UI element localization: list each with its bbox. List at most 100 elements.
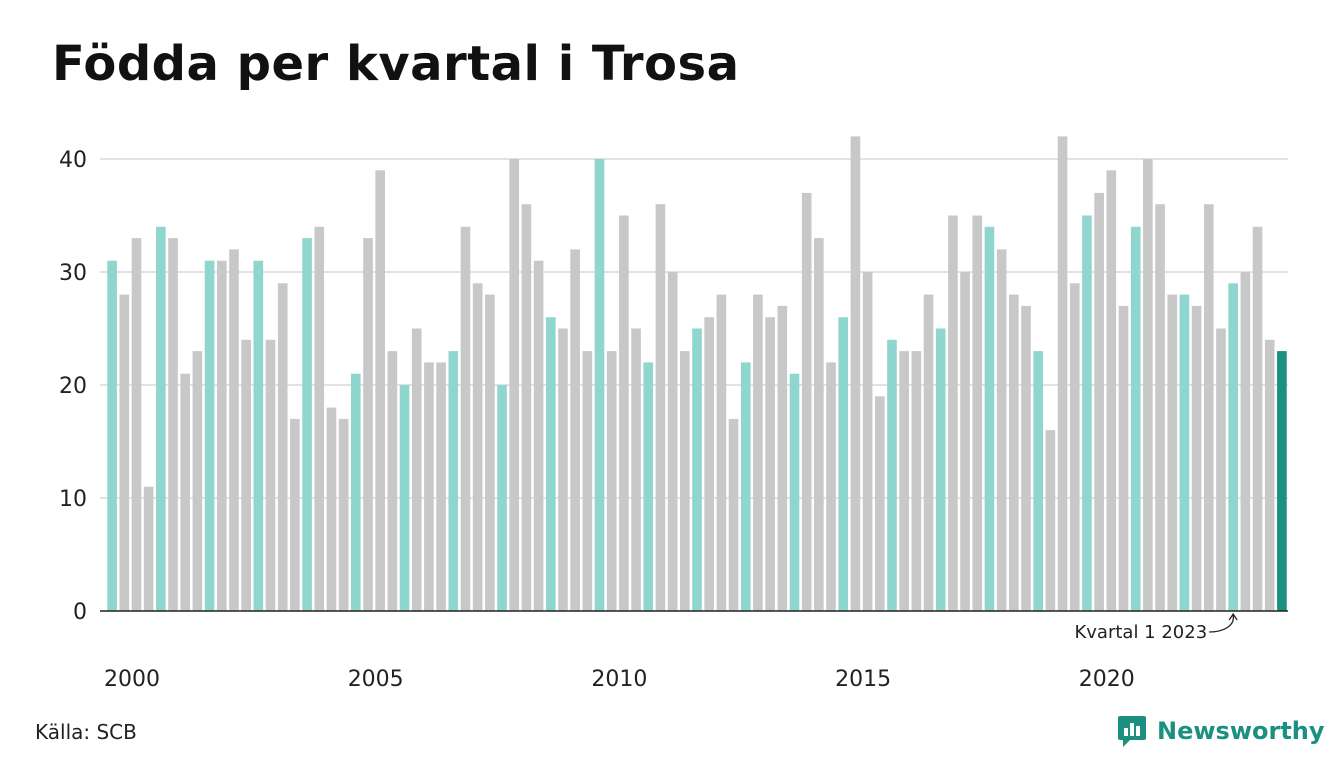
y-tick-label: 10	[59, 487, 87, 512]
bar	[935, 328, 946, 611]
bars	[107, 136, 1287, 612]
bar	[326, 407, 337, 611]
bar	[1033, 351, 1044, 611]
annotation-arrow	[1209, 612, 1238, 633]
bar	[387, 351, 398, 611]
bar	[1179, 294, 1190, 611]
chart-title: Födda per kvartal i Trosa	[52, 36, 740, 92]
bar	[107, 260, 117, 611]
bar	[521, 204, 532, 611]
bar	[728, 418, 739, 611]
bar	[570, 249, 580, 611]
bar	[1240, 272, 1251, 611]
bar	[643, 362, 654, 611]
bar	[1167, 294, 1178, 611]
bar	[241, 339, 251, 611]
brand-name: Newsworthy	[1157, 717, 1325, 745]
bar	[1216, 328, 1226, 611]
bar	[1118, 305, 1129, 611]
bar	[826, 362, 836, 611]
y-tick-label: 20	[59, 374, 87, 399]
bar	[119, 294, 130, 611]
bar	[180, 373, 191, 611]
bar-chart: 0 10 20 30 40 2000 2005 2010 2015 2020 Kvartal 1…	[59, 136, 1288, 692]
y-tick-label: 30	[59, 261, 87, 286]
y-tick-label: 40	[59, 148, 87, 173]
bar	[302, 238, 312, 611]
bar	[192, 351, 203, 611]
bar	[594, 159, 605, 611]
bar	[558, 328, 568, 611]
bar	[253, 260, 264, 611]
bar	[740, 362, 751, 611]
bar	[143, 486, 154, 611]
bar	[692, 328, 702, 611]
bar	[338, 418, 349, 611]
bar	[1252, 226, 1263, 612]
x-tick-label: 2015	[835, 667, 891, 692]
bar	[485, 294, 495, 611]
bar	[850, 136, 861, 611]
bar	[960, 272, 970, 611]
bar	[533, 260, 544, 611]
x-tick-label: 2005	[348, 667, 404, 692]
y-tick-label: 0	[73, 600, 87, 625]
bar	[1082, 215, 1092, 611]
bar	[216, 260, 227, 611]
bar	[131, 238, 142, 611]
bar	[704, 317, 714, 611]
bar	[436, 362, 446, 611]
bar	[1106, 170, 1117, 612]
bar	[1143, 159, 1153, 611]
brand-logo[interactable]: Newsworthy	[1117, 714, 1325, 748]
bar	[290, 418, 300, 611]
x-tick-label: 2010	[591, 667, 647, 692]
bar	[509, 159, 520, 611]
bar	[680, 351, 690, 611]
bar	[667, 272, 678, 611]
bar	[1130, 226, 1141, 612]
bar	[1203, 204, 1214, 611]
bar	[314, 226, 325, 612]
bar	[984, 226, 995, 612]
bar	[655, 204, 666, 611]
bar	[424, 362, 434, 611]
latest-annotation: Kvartal 1 2023	[1074, 612, 1238, 643]
bar	[156, 226, 166, 612]
bar	[1191, 305, 1202, 611]
bar	[996, 249, 1007, 611]
bar	[497, 385, 507, 611]
bar	[801, 192, 812, 611]
bar	[972, 215, 983, 611]
bar	[411, 328, 422, 611]
source-label: Källa: SCB	[35, 720, 137, 744]
annotation-label: Kvartal 1 2023	[1074, 622, 1207, 643]
bar	[631, 328, 641, 611]
bar	[1057, 136, 1068, 611]
bar	[606, 351, 617, 611]
bar	[862, 272, 873, 611]
bar	[1009, 294, 1019, 611]
bar	[923, 294, 934, 611]
bar	[277, 283, 288, 611]
bar	[1155, 204, 1165, 611]
bar	[899, 351, 909, 611]
bar	[887, 339, 897, 611]
bar	[838, 317, 849, 611]
bar	[204, 260, 215, 611]
bar	[545, 317, 556, 611]
bar	[716, 294, 727, 611]
bar	[753, 294, 763, 611]
bar	[582, 351, 593, 611]
newsworthy-logo-icon	[1118, 716, 1146, 747]
bar	[1228, 283, 1238, 611]
bar	[789, 373, 800, 611]
bar	[168, 238, 178, 611]
bar	[874, 396, 885, 611]
bar	[265, 339, 276, 611]
bar	[399, 385, 410, 611]
x-tick-label: 2020	[1079, 667, 1135, 692]
bar	[448, 351, 459, 611]
bar	[619, 215, 629, 611]
bar	[765, 317, 775, 611]
